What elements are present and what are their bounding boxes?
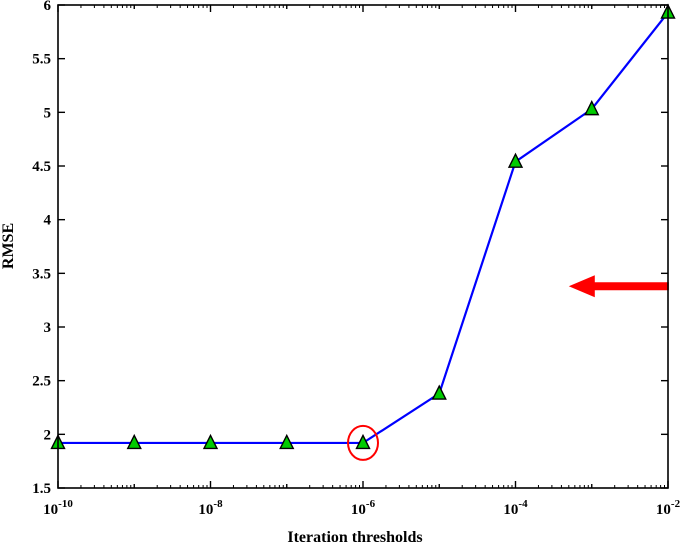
y-tick-label: 4 bbox=[44, 213, 52, 229]
y-axis-title: RMSE bbox=[0, 223, 17, 269]
x-tick-label: 10-2 bbox=[656, 498, 681, 518]
data-point-marker bbox=[279, 433, 295, 450]
y-tick-label: 4.5 bbox=[32, 159, 51, 175]
x-tick-label: 10-6 bbox=[351, 498, 376, 518]
y-tick-label: 3.5 bbox=[32, 266, 51, 282]
highlight-circle bbox=[347, 424, 379, 461]
x-tick-label: 10-4 bbox=[503, 498, 528, 518]
plot-frame bbox=[57, 4, 669, 489]
x-axis-title: Iteration thresholds bbox=[287, 529, 422, 546]
red-arrow bbox=[568, 275, 669, 298]
x-tick-label: 10-10 bbox=[43, 498, 73, 518]
x-tick-label: 10-8 bbox=[198, 498, 223, 518]
data-point-marker bbox=[355, 433, 371, 450]
plot-area bbox=[58, 5, 668, 488]
data-point-marker bbox=[584, 100, 600, 116]
y-tick-label: 5 bbox=[44, 105, 52, 121]
y-tick-label: 3 bbox=[44, 320, 52, 336]
data-point-marker bbox=[431, 384, 447, 400]
y-tick-label: 5.5 bbox=[32, 52, 51, 68]
data-point-marker bbox=[507, 152, 524, 168]
y-tick-label: 2 bbox=[44, 427, 52, 443]
data-point-marker bbox=[126, 433, 142, 450]
data-point-marker bbox=[202, 433, 219, 450]
y-tick-label: 6 bbox=[44, 0, 52, 14]
y-tick-label: 1.5 bbox=[32, 481, 51, 497]
y-tick-label: 2.5 bbox=[32, 374, 51, 390]
